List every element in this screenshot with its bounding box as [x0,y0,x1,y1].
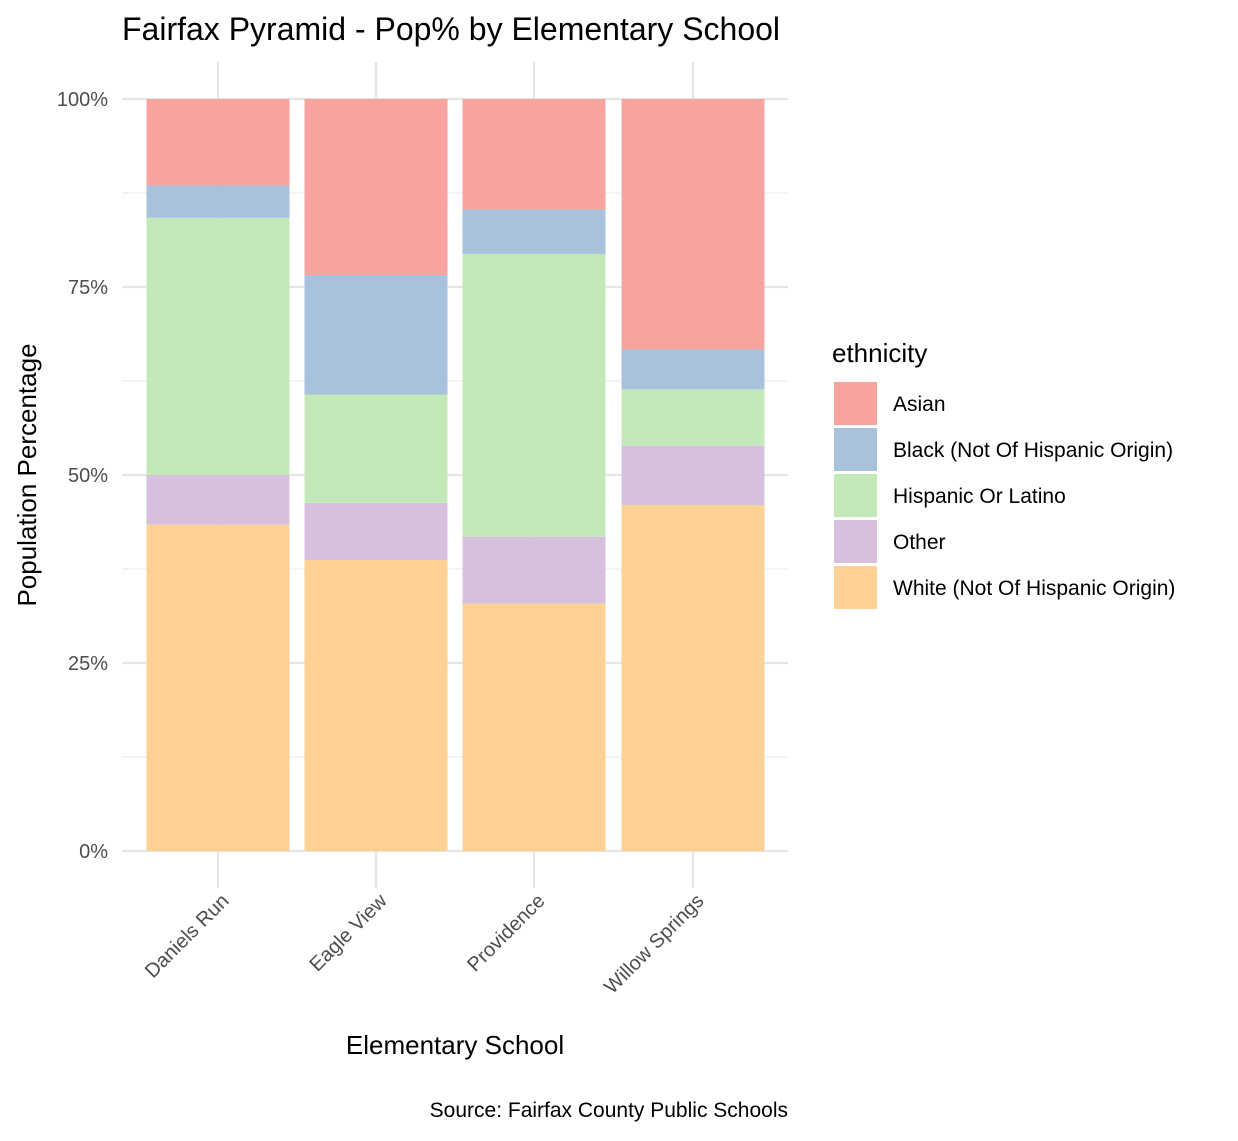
y-tick-label: 25% [68,653,108,675]
legend-label: Hispanic Or Latino [893,485,1066,508]
bar-segment [621,99,765,350]
bars-layer [146,99,765,851]
bar-segment [304,394,448,503]
x-tick-label: Eagle View [305,890,391,976]
bar-segment [304,99,448,275]
y-tick-label: 0% [79,841,108,863]
x-tick-labels: Daniels Run Eagle View Providence Willow Sp… [141,890,709,999]
legend-label: Black (Not Of Hispanic Origin) [893,439,1173,462]
legend-label: Asian [893,393,946,416]
chart-caption: Source: Fairfax County Public Schools [430,1099,788,1122]
legend-title: ethnicity [832,338,927,368]
bar-segment [462,209,606,254]
bar-segment [462,536,606,604]
chart-title: Fairfax Pyramid - Pop% by Elementary Sch… [122,11,780,47]
legend-swatch [834,428,877,471]
x-tick-label: Daniels Run [141,890,234,983]
bar-segment [146,524,290,851]
y-tick-labels: 0% 25% 50% 75% 100% [57,89,108,863]
bar-segment [621,445,765,506]
y-axis-title: Population Percentage [12,343,42,606]
legend-swatch [834,382,877,425]
bar-segment [146,185,290,218]
bar-segment [146,475,290,525]
legend-swatch [834,520,877,563]
legend: ethnicity Asian Black (Not Of Hispanic Or… [832,338,1175,609]
bar-segment [621,349,765,390]
bar-segment [462,253,606,537]
y-tick-label: 75% [68,277,108,299]
bar-segment [304,502,448,560]
bar-segment [462,99,606,210]
legend-swatch [834,566,877,609]
x-axis-title: Elementary School [346,1030,564,1060]
bar-segment [304,274,448,395]
bar-segment [462,603,606,851]
bar-segment [146,99,290,186]
y-tick-label: 100% [57,89,108,111]
bar-segment [146,217,290,476]
bar-segment [304,559,448,851]
legend-label: White (Not Of Hispanic Origin) [893,577,1175,600]
x-tick-label: Providence [463,890,549,976]
bar-segment [621,389,765,446]
legend-label: Other [893,531,946,554]
x-tick-label: Willow Springs [600,890,708,998]
bar-segment [621,505,765,851]
y-tick-label: 50% [68,465,108,487]
legend-swatch [834,474,877,517]
